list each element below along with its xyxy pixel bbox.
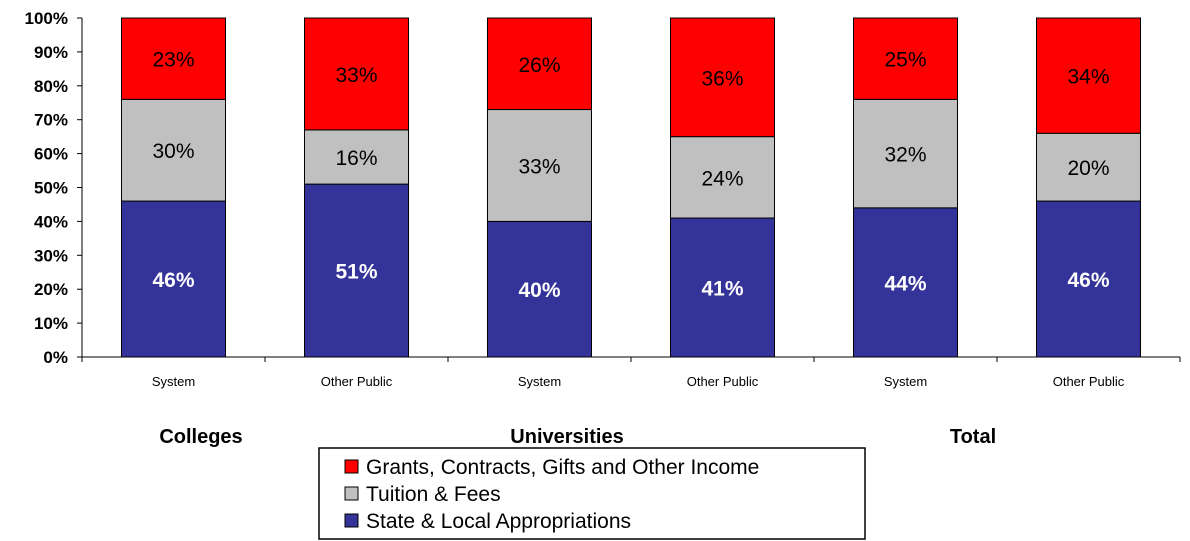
bar-segment [1036,200,1141,358]
bar-segment [304,17,409,131]
legend-swatch [344,486,359,501]
data-label: 25% [884,49,926,72]
bar-segment [670,217,775,358]
bars: 46% 30% 23% 51% 16% 33% 40% 33% 26% 41% 24% 36% 44% 3… [121,17,1141,358]
bar-segment [670,17,775,138]
data-label: 23% [152,49,194,72]
bar-segment [487,109,592,222]
y-tick-label: 30% [34,246,68,265]
y-tick-label: 90% [34,43,68,62]
data-label: 33% [518,155,560,178]
bar-segment [121,17,226,100]
bar-segment [853,98,958,209]
bar-segment [304,129,409,185]
y-tick-label: 50% [34,179,68,198]
data-label: 46% [152,269,194,292]
bar-segment [1036,132,1141,202]
data-label: 24% [701,167,743,190]
y-tick-label: 0% [43,348,68,367]
bar-segment [121,98,226,202]
data-label: 41% [701,278,743,301]
legend-label: State & Local Appropriations [366,510,631,533]
x-tick-label: System [518,374,561,389]
x-axis-labels: System Other Public System Other Public Syst… [152,374,1125,389]
data-label: 33% [335,64,377,87]
bar-segment [304,183,409,358]
y-tick-label: 20% [34,280,68,299]
axes: 0% 10% 20% 30% 40% 50% 60% 70% 80% 90% 100% [25,9,1181,367]
y-tick-label: 40% [34,212,68,231]
data-label: 40% [518,279,560,302]
data-label: 44% [884,272,926,295]
x-tick-label: System [152,374,195,389]
data-label: 26% [518,54,560,77]
legend-label: Tuition & Fees [366,483,501,506]
group-label: Colleges [159,426,242,448]
data-label: 34% [1067,66,1109,89]
data-label: 51% [335,261,377,284]
legend: Grants, Contracts, Gifts and Other Incom… [318,447,866,540]
bar-segment [1036,17,1141,134]
data-label: 36% [701,67,743,90]
data-label: 46% [1067,269,1109,292]
bar-segment [487,17,592,111]
y-tick-label: 60% [34,145,68,164]
bar-segment [853,207,958,358]
y-tick-label: 70% [34,111,68,130]
data-label: 30% [152,140,194,163]
x-tick-label: Other Public [1053,374,1125,389]
group-labels: Colleges Universities Total [159,426,996,448]
x-tick-label: Other Public [687,374,759,389]
legend-swatch [344,459,359,474]
group-label: Universities [510,426,623,448]
bar-segment [670,136,775,219]
x-tick-label: Other Public [321,374,393,389]
y-tick-label: 100% [25,9,68,28]
data-label: 20% [1067,157,1109,180]
legend-label: Grants, Contracts, Gifts and Other Incom… [366,456,759,479]
group-label: Total [950,426,996,448]
bar-segment [121,200,226,358]
data-label: 16% [335,147,377,170]
data-label: 32% [884,144,926,167]
x-tick-label: System [884,374,927,389]
y-tick-label: 10% [34,314,68,333]
y-tick-label: 80% [34,77,68,96]
legend-swatch [344,513,359,528]
legend-box [318,447,866,540]
bar-segment [853,17,958,100]
